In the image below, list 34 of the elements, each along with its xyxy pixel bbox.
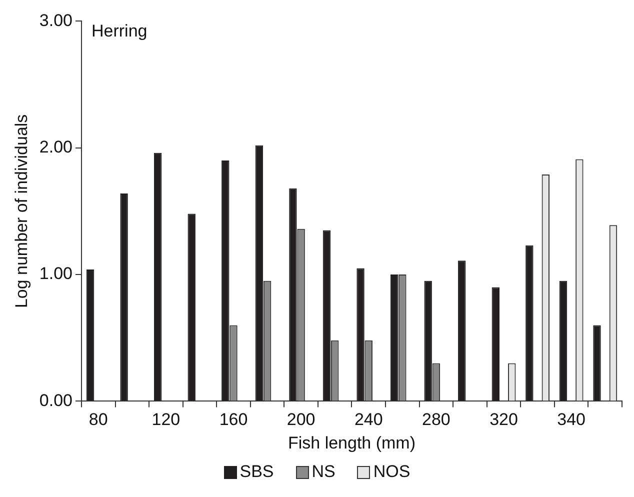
x-tick-label: 120 (152, 410, 180, 430)
bar (526, 245, 534, 401)
bar (390, 274, 398, 401)
legend-label: SBS (240, 462, 274, 482)
bar (222, 160, 230, 401)
legend-label: NOS (373, 462, 410, 482)
annotation: Herring (91, 21, 148, 40)
x-tick-label: 340 (557, 410, 586, 430)
bar (424, 280, 432, 401)
y-tick-label: 1.00 (39, 264, 72, 284)
bar (356, 268, 364, 401)
x-axis-title: Fish length (mm) (288, 433, 416, 452)
bar (154, 152, 162, 401)
y-tick-label: 0.00 (39, 390, 72, 410)
y-axis-title: Log number of individuals (12, 114, 31, 308)
bar (492, 287, 500, 401)
bar (593, 325, 601, 401)
bar (322, 230, 331, 401)
x-tick-label: 240 (354, 410, 383, 430)
y-tick-label: 3.00 (39, 10, 72, 30)
bar (86, 269, 94, 401)
x-tick-label: 160 (219, 410, 248, 430)
bar (559, 280, 568, 401)
y-tick-label: 2.00 (39, 138, 72, 157)
legend-label: NS (312, 462, 336, 482)
bar (255, 145, 264, 401)
x-tick-label: 280 (422, 410, 450, 430)
bar (289, 188, 297, 401)
bar (458, 260, 466, 401)
bar (120, 193, 128, 401)
x-tick-label: 200 (286, 410, 316, 430)
x-tick-label: 80 (88, 410, 108, 430)
x-tick-label: 320 (490, 410, 518, 430)
bar (188, 214, 196, 401)
